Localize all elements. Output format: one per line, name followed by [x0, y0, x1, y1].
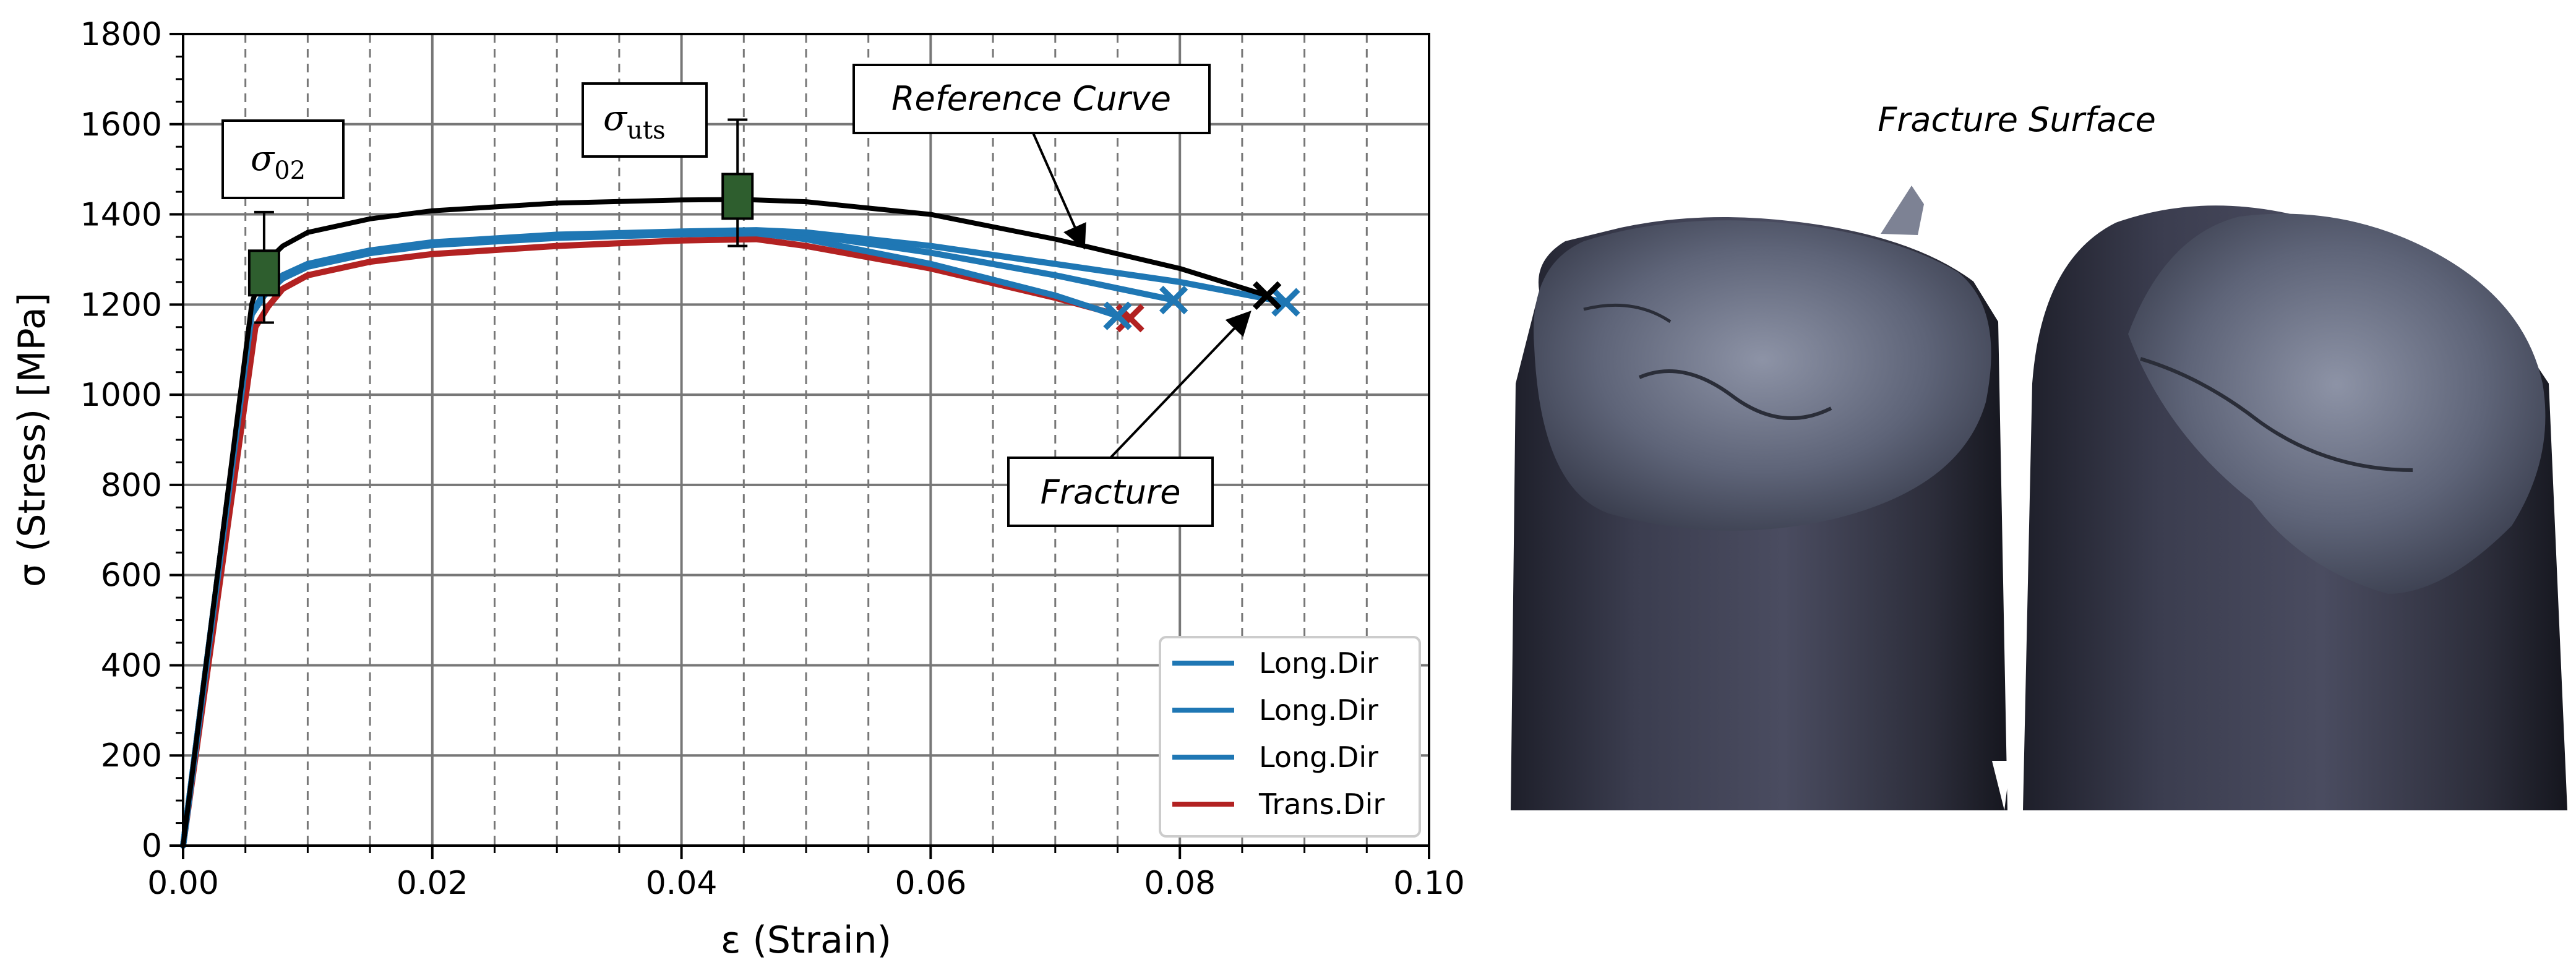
legend-label-0: Long.Dir [1259, 646, 1378, 680]
x-axis-label: ε (Strain) [721, 919, 891, 962]
fracture-marker-1 [1159, 285, 1188, 315]
legend-label-2: Long.Dir [1259, 740, 1378, 774]
sigma-02-callout: σ02 [221, 119, 345, 199]
y-tick-label: 1200 [80, 286, 162, 324]
marker-square-1 [721, 173, 754, 220]
fracture-callout: Fracture [1007, 311, 1252, 527]
series-line-3 [180, 236, 1133, 849]
fracture-marker-0 [1271, 288, 1300, 317]
x-tick-label: 0.08 [1144, 865, 1216, 902]
y-tick-label: 400 [101, 647, 162, 684]
x-tick-label: 0.00 [147, 865, 219, 902]
photo-title: Fracture Surface [1878, 100, 2156, 139]
legend-label-1: Long.Dir [1259, 693, 1378, 727]
marker-square-0 [247, 249, 280, 297]
y-tick-label: 0 [142, 828, 162, 865]
y-tick-label: 1400 [80, 197, 162, 234]
x-tick-label: 0.02 [397, 865, 468, 902]
ticks-layer: 0.00 0.02 0.04 0.06 0.08 0.10 0 200 400 600 800 100… [80, 16, 1465, 902]
fracture-marker-2 [1103, 301, 1132, 330]
minor-grid [244, 34, 1368, 846]
x-tick-label: 0.06 [895, 865, 967, 902]
photo-panel: Fracture Surface [1511, 100, 2567, 810]
sigma-02-symbol: σ02 [251, 139, 306, 185]
sigma-uts-callout: σuts [582, 82, 708, 158]
y-tick-label: 1800 [80, 16, 162, 53]
y-tick-label: 200 [101, 737, 162, 774]
legend-label-3: Trans.Dir [1258, 787, 1385, 821]
fracture-photo [1511, 186, 2567, 810]
y-tick-label: 600 [101, 557, 162, 594]
fracture-label: Fracture [1041, 473, 1181, 512]
y-axis-label: σ (Stress) [MPa] [11, 293, 54, 587]
legend: Long.Dir Long.Dir Long.Dir Trans.Dir [1159, 636, 1421, 838]
fracture-marker-4 [1252, 281, 1282, 310]
x-tick-label: 0.04 [646, 865, 718, 902]
x-tick-label: 0.10 [1393, 865, 1465, 902]
y-tick-label: 1000 [80, 377, 162, 414]
y-tick-label: 1600 [80, 106, 162, 144]
reference-curve-callout: Reference Curve [852, 64, 1211, 250]
marker-layer [247, 118, 754, 324]
y-tick-label: 800 [101, 467, 162, 504]
sigma-uts-symbol: σuts [603, 98, 666, 145]
reference-curve-label: Reference Curve [891, 79, 1171, 118]
